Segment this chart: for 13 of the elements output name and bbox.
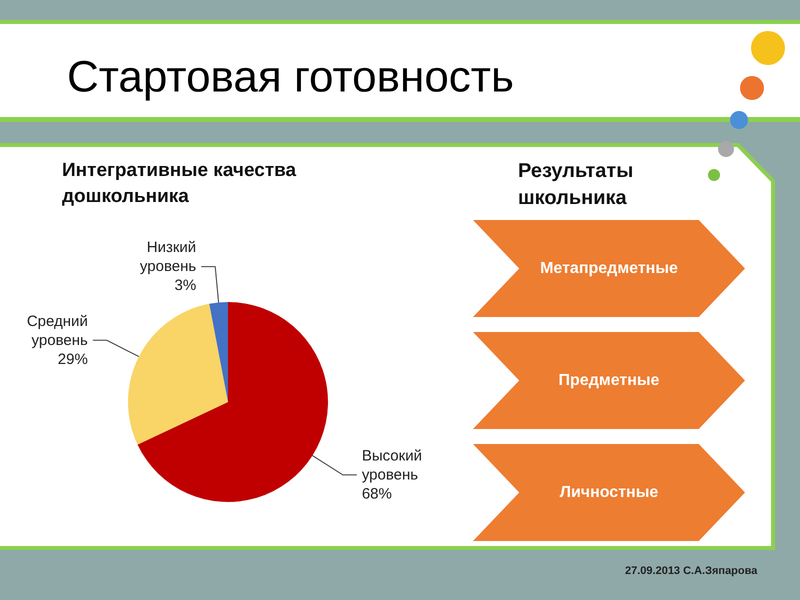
slice-label: Низкий уровень [140,239,196,276]
text: Предметные [558,372,660,390]
text: Результаты школьника [518,159,634,211]
chart-title: Стартовая готовность [67,52,514,102]
slice-label: Средний уровень [26,312,88,349]
data-label: 68% [362,485,392,502]
slice-label: Высокий уровень [362,447,422,484]
text: Личностные [560,484,658,502]
text: 27.09.2013 С.А.Зяпарова [625,565,758,577]
text: Метапредметные [540,260,678,278]
data-label: 3% [174,277,196,294]
data-label: 29% [58,350,88,368]
chart-subtitle: Интегративные качества дошкольника [62,159,298,209]
